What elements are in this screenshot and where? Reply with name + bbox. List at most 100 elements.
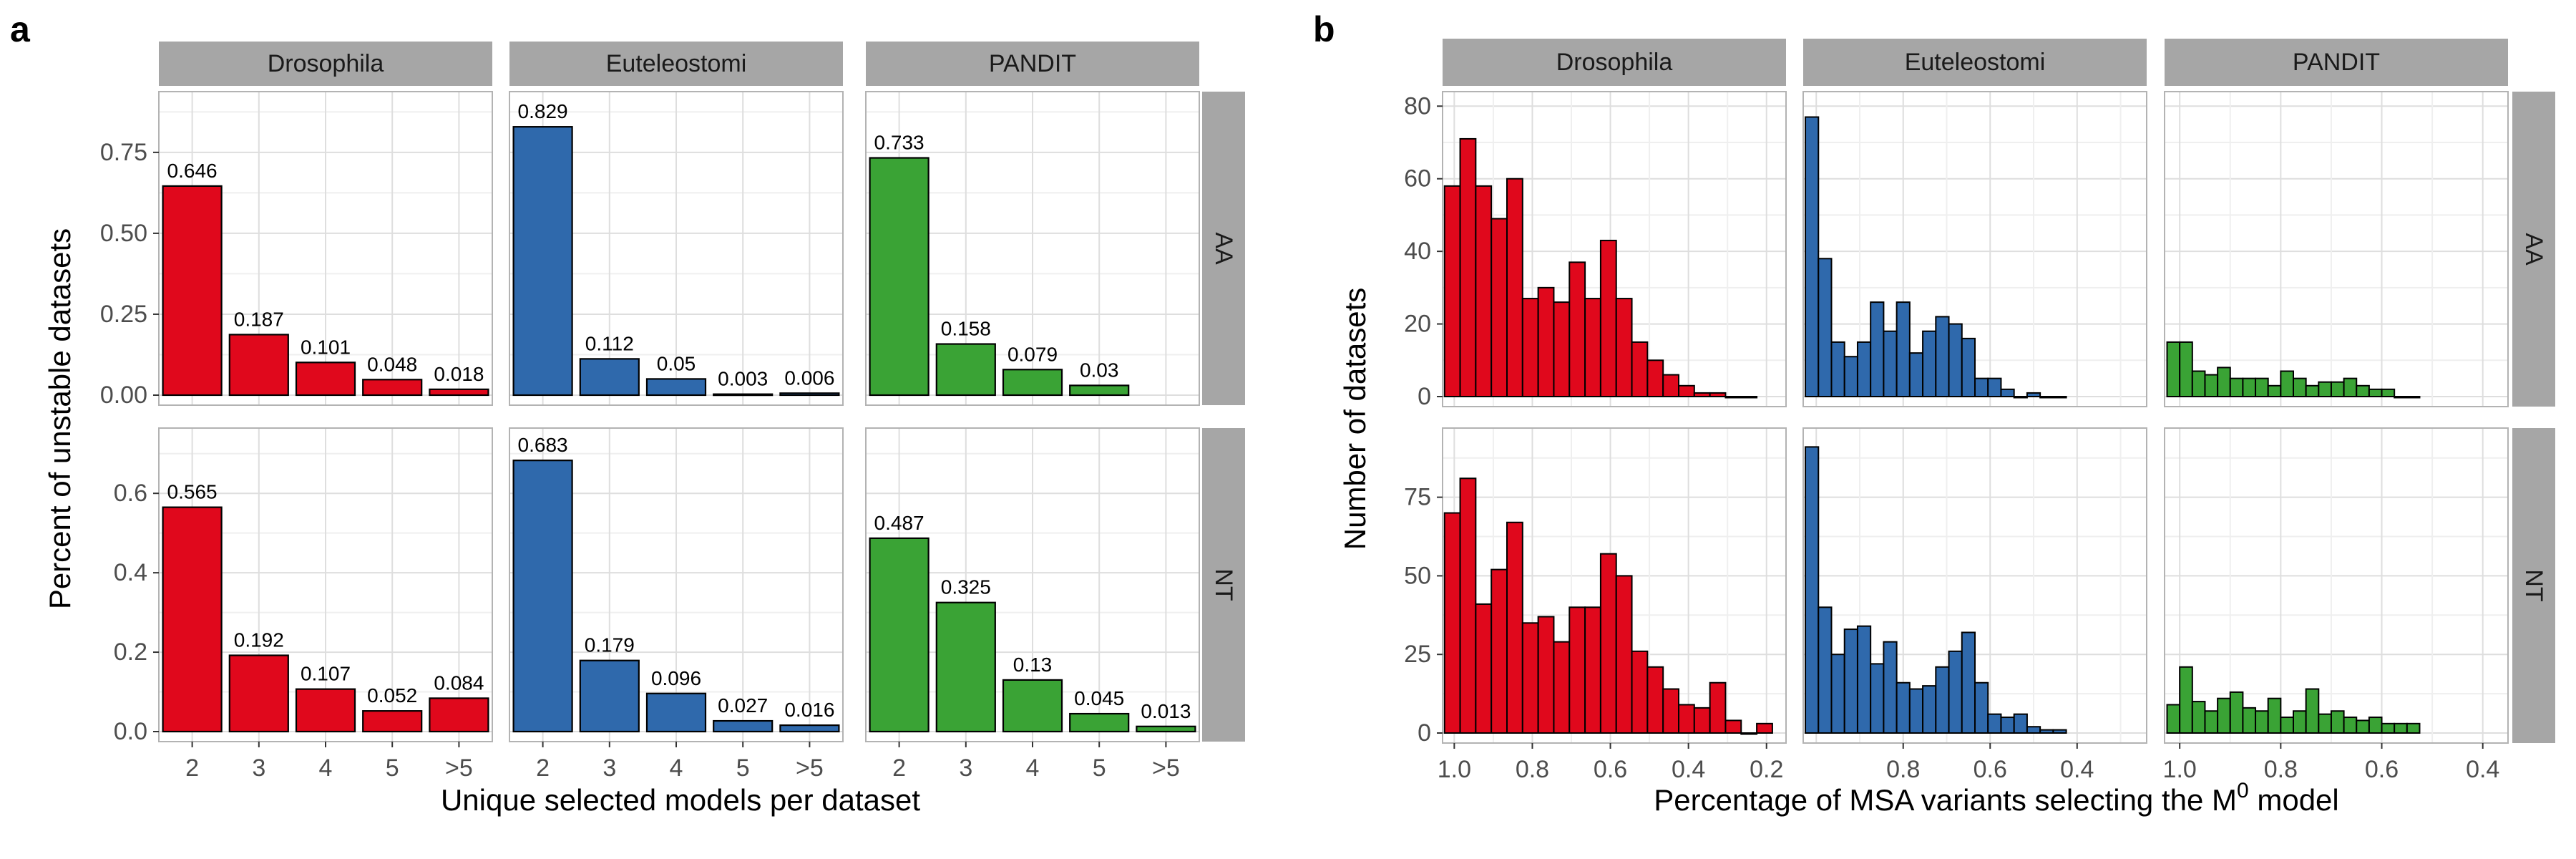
hist-bar-drosophila-aa-9 xyxy=(1584,298,1601,398)
hist-bar-euteleostomi-nt-3 xyxy=(1843,629,1858,734)
data-label: 0.565 xyxy=(167,481,218,503)
bar-drosophila-aa-3 xyxy=(228,334,289,397)
hist-bar-pandit-aa-19 xyxy=(2406,396,2421,399)
x-tick-label: 0.4 xyxy=(2466,756,2499,783)
x-tick-label: 5 xyxy=(1093,754,1106,782)
bar-pandit-aa-5 xyxy=(1069,384,1130,397)
data-label: 0.03 xyxy=(1080,359,1119,381)
hist-bar-pandit-nt-16 xyxy=(2368,717,2383,734)
bar-euteleostomi-aa-3 xyxy=(579,358,640,397)
x-tick-label: 4 xyxy=(1026,754,1040,782)
data-label: 0.013 xyxy=(1141,700,1191,722)
x-tick-label: 0.8 xyxy=(1886,756,1920,783)
hist-bar-drosophila-nt-6 xyxy=(1537,616,1555,734)
bar-drosophila-nt-5 xyxy=(362,710,423,733)
hist-bar-drosophila-aa-16 xyxy=(1693,392,1711,398)
facet-strip-nt xyxy=(1202,428,1245,742)
x-tick-label: 2 xyxy=(536,754,550,782)
data-label: 0.016 xyxy=(784,699,834,721)
bar-euteleostomi-nt-4 xyxy=(645,692,707,733)
hist-bar-euteleostomi-aa-18 xyxy=(2039,396,2054,399)
facet-panel-b-euteleostomi-aa xyxy=(1802,91,2147,407)
x-tick-label: 0.8 xyxy=(1516,756,1549,783)
facet-panel-b-euteleostomi-nt xyxy=(1802,427,2147,744)
x-axis-title: Unique selected models per dataset xyxy=(441,783,920,817)
bar-pandit-aa-2 xyxy=(869,157,930,397)
hist-bar-euteleostomi-aa-5 xyxy=(1870,301,1885,397)
x-tick-label: 3 xyxy=(602,754,616,782)
hist-bar-drosophila-nt-16 xyxy=(1693,707,1711,734)
y-tick-label: 0.4 xyxy=(114,559,147,586)
bar-pandit-aa-3 xyxy=(935,343,996,397)
hist-bar-drosophila-nt-13 xyxy=(1646,666,1664,734)
hist-bar-euteleostomi-nt-9 xyxy=(1922,685,1937,734)
hist-bar-euteleostomi-aa-4 xyxy=(1856,341,1872,397)
hist-bar-euteleostomi-aa-1 xyxy=(1818,258,1833,397)
hist-bar-drosophila-aa-13 xyxy=(1646,359,1664,397)
facet-strip-b-aa-label: AA xyxy=(2520,233,2547,266)
hist-bar-drosophila-aa-11 xyxy=(1615,298,1633,398)
data-label: 0.192 xyxy=(234,629,284,651)
y-tick-label: 20 xyxy=(1404,311,1431,338)
hist-bar-pandit-nt-15 xyxy=(2356,719,2370,734)
data-label: 0.829 xyxy=(518,100,568,122)
facet-panel-b-pandit-aa xyxy=(2164,91,2509,407)
facet-panel-b-drosophila-nt xyxy=(1442,427,1787,744)
panel-b: b Drosophila Euteleostomi PANDIT AA NT 0 20 40 60… xyxy=(1313,9,2555,817)
x-tick-label: 3 xyxy=(252,754,265,782)
hist-bar-pandit-aa-2 xyxy=(2191,370,2206,397)
bar-pandit-nt-2 xyxy=(869,537,930,733)
facet-strip-b-aa xyxy=(2512,92,2555,407)
data-label: 0.084 xyxy=(434,671,484,694)
panel-a-letter: a xyxy=(10,9,31,49)
y-axis-title: Number of datasets xyxy=(1338,288,1372,550)
hist-bar-pandit-aa-10 xyxy=(2293,377,2307,398)
y-tick-label: 0.75 xyxy=(100,139,147,166)
hist-bar-euteleostomi-aa-6 xyxy=(1883,330,1898,398)
data-label: 0.646 xyxy=(167,160,218,182)
hist-bar-pandit-nt-5 xyxy=(2229,691,2244,734)
facet-strip-b-nt xyxy=(2512,428,2555,743)
y-tick-label: 0.6 xyxy=(114,480,147,507)
hist-bar-euteleostomi-nt-0 xyxy=(1805,446,1820,734)
bar-drosophila-aa-gt5 xyxy=(429,388,489,397)
hist-bar-pandit-aa-8 xyxy=(2267,384,2282,397)
hist-bar-euteleostomi-nt-7 xyxy=(1896,681,1911,734)
bar-drosophila-aa-4 xyxy=(295,361,356,397)
bar-pandit-aa-4 xyxy=(1002,369,1063,397)
hist-bar-euteleostomi-aa-16 xyxy=(2013,396,2028,399)
data-label: 0.107 xyxy=(301,663,351,685)
bar-drosophila-aa-5 xyxy=(362,379,423,397)
facet-strip-b-nt-label: NT xyxy=(2520,569,2547,601)
hist-bar-drosophila-aa-19 xyxy=(1740,396,1758,399)
hist-bar-drosophila-nt-2 xyxy=(1475,603,1493,734)
hist-bar-drosophila-nt-4 xyxy=(1506,521,1523,734)
x-axis-title: Percentage of MSA variants selecting the… xyxy=(1654,779,2339,817)
x-tick-label: 0.8 xyxy=(2264,756,2298,783)
hist-bar-euteleostomi-nt-10 xyxy=(1935,666,1950,734)
x-tick-label: 5 xyxy=(736,754,750,782)
x-tick-label: 2 xyxy=(892,754,906,782)
hist-bar-euteleostomi-aa-15 xyxy=(2000,388,2015,397)
data-label: 0.027 xyxy=(718,694,768,717)
bar-euteleostomi-aa-gt5 xyxy=(779,392,840,397)
hist-bar-pandit-nt-17 xyxy=(2381,722,2396,734)
hist-bar-pandit-aa-9 xyxy=(2280,370,2295,397)
x-tick-label: 1.0 xyxy=(2163,756,2197,783)
hist-bar-drosophila-nt-18 xyxy=(1724,719,1742,734)
facet-strip-nt-label: NT xyxy=(1210,568,1237,601)
bar-pandit-nt-gt5 xyxy=(1136,725,1196,733)
hist-bar-euteleostomi-aa-7 xyxy=(1896,301,1911,397)
hist-bar-pandit-nt-7 xyxy=(2255,710,2269,734)
hist-bar-euteleostomi-aa-2 xyxy=(1830,341,1845,397)
hist-bar-euteleostomi-nt-5 xyxy=(1870,663,1885,734)
hist-bar-pandit-aa-12 xyxy=(2318,381,2332,398)
hist-bar-pandit-nt-8 xyxy=(2267,697,2282,734)
facet-panel-pandit-aa: 0.733 0.158 0.079 0.03 xyxy=(865,91,1200,406)
hist-bar-pandit-nt-13 xyxy=(2330,710,2345,734)
y-axis-title: Percent of unstable datasets xyxy=(43,228,77,609)
hist-bar-euteleostomi-nt-18 xyxy=(2039,729,2054,734)
hist-bar-pandit-aa-4 xyxy=(2217,367,2231,398)
data-label: 0.018 xyxy=(434,363,484,385)
